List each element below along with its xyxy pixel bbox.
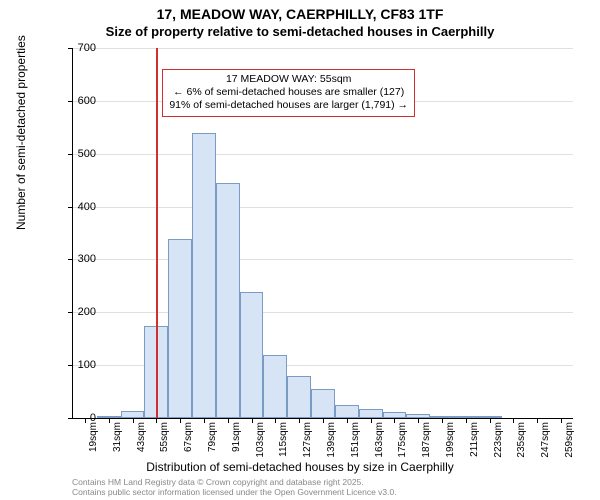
grid-line (73, 259, 573, 260)
histogram-bar (335, 405, 359, 418)
x-tick-label: 139sqm (326, 422, 337, 458)
y-tick-label: 600 (66, 95, 96, 107)
y-tick-label: 700 (66, 42, 96, 54)
histogram-bar (168, 239, 192, 418)
y-tick-label: 100 (66, 359, 96, 371)
x-tick-label: 55sqm (159, 422, 170, 452)
histogram-bar (263, 355, 287, 418)
y-tick-label: 500 (66, 148, 96, 160)
x-tick-mark (156, 418, 157, 423)
grid-line (73, 207, 573, 208)
x-tick-label: 115sqm (278, 422, 289, 457)
x-tick-mark (466, 418, 467, 423)
marker-line (156, 48, 158, 418)
plot-area: 19sqm31sqm43sqm55sqm67sqm79sqm91sqm103sq… (72, 48, 573, 419)
x-tick-mark (252, 418, 253, 423)
x-axis-label: Distribution of semi-detached houses by … (0, 460, 600, 474)
x-tick-mark (299, 418, 300, 423)
annotation-line3: 91% of semi-detached houses are larger (… (169, 99, 408, 112)
x-tick-label: 127sqm (302, 422, 313, 458)
footer-attribution: Contains HM Land Registry data © Crown c… (72, 478, 397, 498)
x-tick-mark (109, 418, 110, 423)
footer-line2: Contains public sector information licen… (72, 488, 397, 498)
title-sub: Size of property relative to semi-detach… (0, 24, 600, 39)
x-tick-label: 187sqm (421, 422, 432, 458)
histogram-bar (311, 389, 335, 418)
x-tick-label: 67sqm (183, 422, 194, 452)
annotation-line1: 17 MEADOW WAY: 55sqm (169, 73, 408, 86)
x-tick-mark (513, 418, 514, 423)
histogram-bar (287, 376, 311, 418)
x-tick-label: 31sqm (112, 422, 123, 452)
y-tick-label: 0 (66, 412, 96, 424)
x-tick-label: 235sqm (516, 422, 527, 458)
x-tick-mark (180, 418, 181, 423)
histogram-bar (216, 183, 240, 418)
chart-container: 17, MEADOW WAY, CAERPHILLY, CF83 1TF Siz… (0, 0, 600, 500)
x-tick-mark (204, 418, 205, 423)
y-tick-label: 200 (66, 306, 96, 318)
grid-line (73, 48, 573, 49)
grid-line (73, 312, 573, 313)
x-tick-mark (490, 418, 491, 423)
x-tick-mark (347, 418, 348, 423)
histogram-bar (192, 133, 216, 418)
x-tick-mark (394, 418, 395, 423)
x-tick-mark (418, 418, 419, 423)
x-tick-label: 19sqm (88, 422, 99, 452)
x-tick-label: 91sqm (231, 422, 242, 452)
y-tick-label: 300 (66, 253, 96, 265)
x-tick-label: 175sqm (397, 422, 408, 458)
x-tick-mark (561, 418, 562, 423)
x-tick-label: 199sqm (445, 422, 456, 458)
annotation-box: 17 MEADOW WAY: 55sqm ← 6% of semi-detach… (162, 69, 415, 116)
histogram-bar (240, 292, 264, 418)
x-tick-label: 43sqm (136, 422, 147, 452)
x-tick-mark (275, 418, 276, 423)
x-tick-mark (228, 418, 229, 423)
x-tick-label: 211sqm (469, 422, 480, 457)
title-block: 17, MEADOW WAY, CAERPHILLY, CF83 1TF Siz… (0, 0, 600, 39)
x-tick-mark (537, 418, 538, 423)
x-tick-mark (442, 418, 443, 423)
x-tick-label: 151sqm (350, 422, 361, 458)
x-tick-label: 259sqm (564, 422, 575, 458)
x-tick-label: 247sqm (540, 422, 551, 458)
y-tick-label: 400 (66, 201, 96, 213)
x-tick-label: 79sqm (207, 422, 218, 452)
x-tick-label: 163sqm (374, 422, 385, 458)
x-tick-label: 223sqm (493, 422, 504, 458)
title-main: 17, MEADOW WAY, CAERPHILLY, CF83 1TF (0, 6, 600, 22)
histogram-bar (359, 409, 383, 419)
x-tick-mark (133, 418, 134, 423)
x-tick-label: 103sqm (255, 422, 266, 458)
x-tick-mark (323, 418, 324, 423)
y-axis-label: Number of semi-detached properties (14, 35, 28, 230)
annotation-line2: ← 6% of semi-detached houses are smaller… (169, 86, 408, 99)
grid-line (73, 154, 573, 155)
histogram-bar (121, 411, 145, 418)
x-tick-mark (371, 418, 372, 423)
